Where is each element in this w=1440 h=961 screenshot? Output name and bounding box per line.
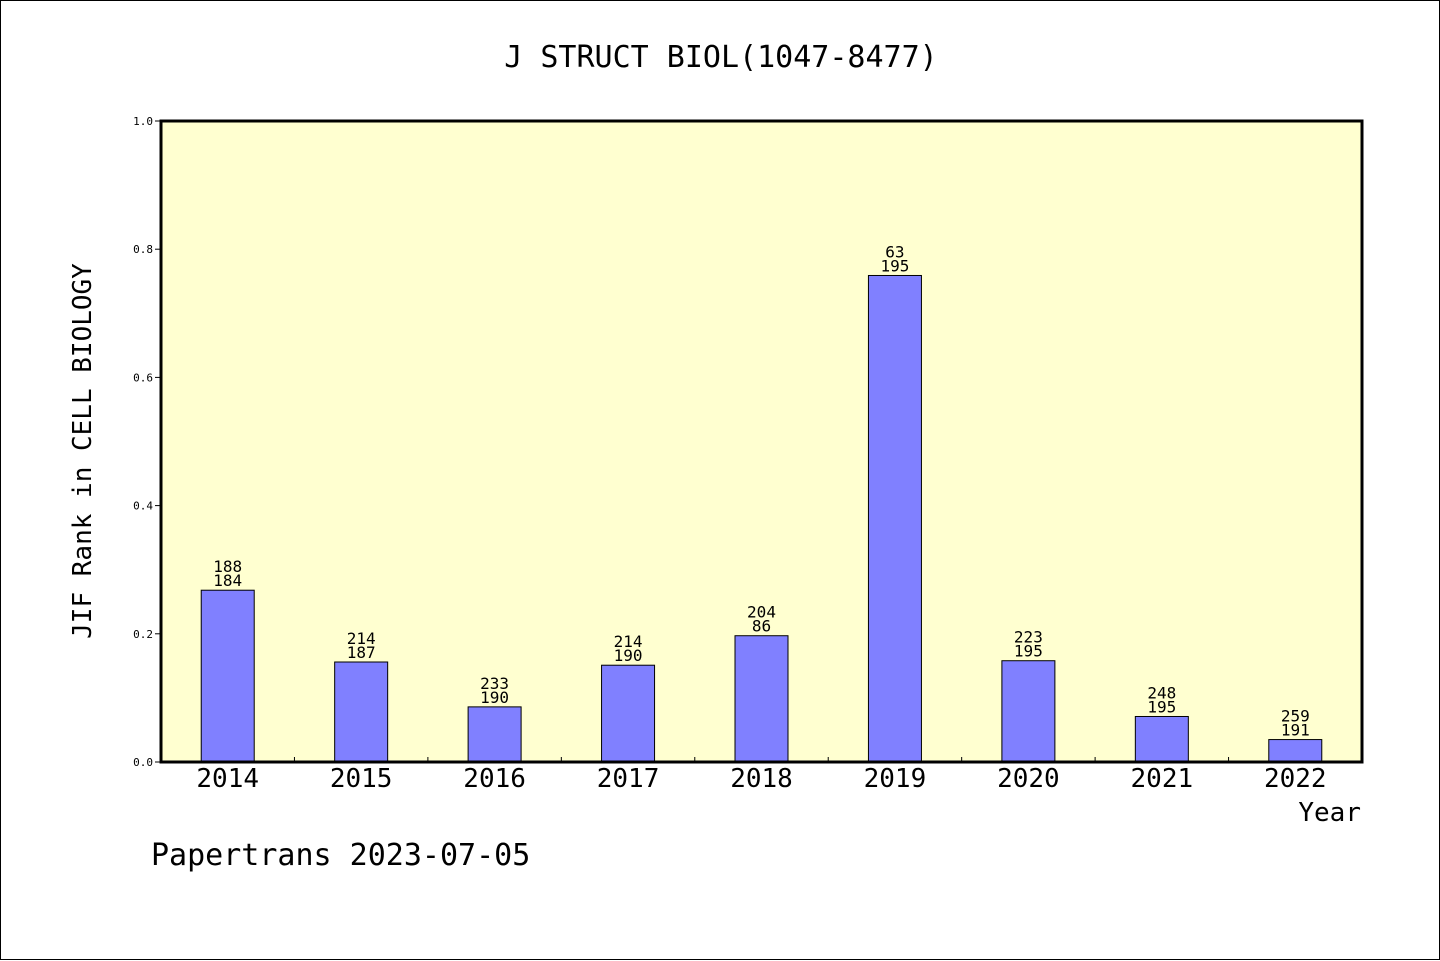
bar-label-bottom: 195 <box>1147 697 1176 716</box>
bar-2021 <box>1134 715 1189 763</box>
x-tick-label: 2016 <box>463 764 526 794</box>
bar-label-bottom: 190 <box>480 688 509 707</box>
chart-title: J STRUCT BIOL(1047-8477) <box>504 40 937 75</box>
bar-2018 <box>734 635 789 763</box>
bar-label-bottom: 86 <box>752 617 771 636</box>
y-tick-label: 0.4 <box>133 500 153 513</box>
bar-2022 <box>1268 739 1323 763</box>
x-tick-label: 2018 <box>730 764 793 794</box>
bar-label-top: 248 <box>1147 683 1176 702</box>
x-tick-label: 2015 <box>330 764 393 794</box>
bar-2019 <box>867 274 922 763</box>
x-tick-label: 2021 <box>1131 764 1194 794</box>
x-tick-label: 2019 <box>864 764 927 794</box>
bar-2014 <box>200 589 255 763</box>
bar-label-top: 63 <box>885 242 904 261</box>
y-tick-label: 0.8 <box>133 243 153 256</box>
x-tick-label: 2014 <box>196 764 259 794</box>
bar-2015 <box>334 661 389 763</box>
bar-label-top: 259 <box>1281 707 1310 726</box>
y-tick-label: 0.2 <box>133 628 153 641</box>
bar-2020 <box>1001 660 1056 763</box>
y-tick-label: 0.6 <box>133 371 153 384</box>
x-axis-labels: 2014 2015 2016 2017 2018 2019 2020 2021 2022 <box>196 764 1326 794</box>
bar-labels: 1881842141872331902141902048663195223195… <box>213 242 1309 739</box>
bar-label-top: 214 <box>614 632 643 651</box>
x-tick-label: 2022 <box>1264 764 1327 794</box>
x-tick-label: 2020 <box>997 764 1060 794</box>
footer-text: Papertrans 2023-07-05 <box>151 838 530 873</box>
bar-label-bottom: 195 <box>1014 642 1043 661</box>
x-axis-label: Year <box>1298 798 1361 828</box>
bar-label-bottom: 195 <box>880 256 909 275</box>
bar-label-top: 204 <box>747 603 776 622</box>
y-tick-label: 1.0 <box>133 115 153 128</box>
x-tick-label: 2017 <box>597 764 660 794</box>
bar-label-top: 188 <box>213 557 242 576</box>
bar-label-top: 223 <box>1014 628 1043 647</box>
y-axis-label: JIF Rank in CELL BIOLOGY <box>68 263 98 639</box>
bar-label-bottom: 190 <box>614 646 643 665</box>
bar-label-bottom: 191 <box>1281 721 1310 740</box>
bar-2017 <box>601 664 656 763</box>
bar-2016 <box>467 706 522 763</box>
bar-series <box>200 274 1323 763</box>
y-axis: 0.0 0.2 0.4 0.6 0.8 1.0 <box>133 115 161 769</box>
bar-label-top: 214 <box>347 629 376 648</box>
y-tick-label: 0.0 <box>133 756 153 769</box>
bar-label-bottom: 184 <box>213 571 242 590</box>
bar-label-bottom: 187 <box>347 643 376 662</box>
plot-border <box>159 119 1364 764</box>
bar-label-top: 233 <box>480 674 509 693</box>
